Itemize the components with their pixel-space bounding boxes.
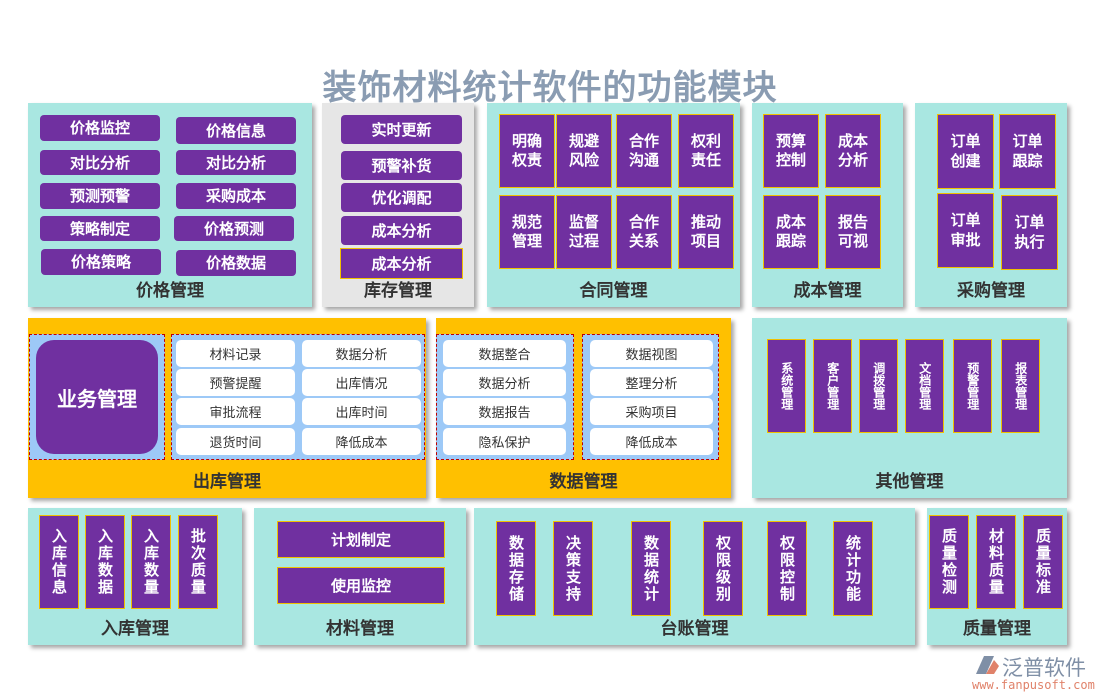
data-item-button[interactable]: 数据整合: [443, 340, 566, 367]
ledger-item-button[interactable]: 统计功能: [834, 522, 872, 615]
cost-item-button[interactable]: 成本跟踪: [764, 196, 818, 268]
material-item-button[interactable]: 计划制定: [278, 522, 444, 557]
price-item-button[interactable]: 采购成本: [176, 183, 296, 209]
ledger-item-button[interactable]: 权限级别: [704, 522, 742, 615]
logo: 泛普软件 www.fanpusoft.com: [972, 652, 1097, 697]
data-item-button[interactable]: 降低成本: [590, 428, 713, 455]
ledger-item-button[interactable]: 数据存储: [497, 522, 535, 615]
price-item-button[interactable]: 价格预测: [174, 216, 294, 241]
ledger-item-button[interactable]: 权限控制: [768, 522, 806, 615]
quality-item-button[interactable]: 质量检测: [930, 516, 968, 608]
business-management-button[interactable]: 业务管理: [36, 340, 158, 454]
contract-item-button[interactable]: 权利责任: [679, 115, 733, 187]
cost-item-button[interactable]: 成本分析: [826, 115, 880, 187]
quality-item-button[interactable]: 材料质量: [977, 516, 1015, 608]
price-item-button[interactable]: 价格信息: [176, 117, 296, 144]
panel-title: 出库管理: [193, 472, 261, 492]
page-title: 装饰材料统计软件的功能模块: [322, 68, 778, 108]
purchase-item-button[interactable]: 订单跟踪: [1000, 115, 1055, 188]
data-item-button[interactable]: 数据视图: [590, 340, 713, 367]
inventory-item-button[interactable]: 优化调配: [341, 183, 462, 212]
logo-icon: [976, 656, 999, 674]
price-item-button[interactable]: 策略制定: [40, 216, 160, 241]
inventory-item-button[interactable]: 预警补货: [341, 151, 462, 180]
other-item-button[interactable]: 系统管理: [768, 340, 805, 432]
cost-item-button[interactable]: 预算控制: [764, 115, 818, 187]
inbound-item-button[interactable]: 批次质量: [179, 516, 217, 608]
price-item-button[interactable]: 预测预警: [40, 183, 160, 209]
outbound-item-button[interactable]: 出库时间: [302, 398, 421, 425]
logo-name: 泛普软件: [1002, 656, 1086, 680]
purchase-item-button[interactable]: 订单创建: [938, 115, 993, 188]
price-item-button[interactable]: 价格策略: [41, 249, 161, 275]
outbound-item-button[interactable]: 数据分析: [302, 340, 421, 367]
price-item-button[interactable]: 价格数据: [176, 250, 296, 276]
contract-item-button[interactable]: 监督过程: [557, 196, 611, 268]
logo-url: www.fanpusoft.com: [972, 678, 1095, 692]
contract-item-button[interactable]: 推动项目: [679, 196, 733, 268]
panel-title: 价格管理: [136, 281, 204, 301]
other-item-button[interactable]: 客户管理: [814, 340, 851, 432]
contract-item-button[interactable]: 规避风险: [557, 115, 611, 187]
inventory-item-button[interactable]: 实时更新: [341, 115, 462, 144]
panel-title: 采购管理: [957, 281, 1025, 301]
data-item-button[interactable]: 数据分析: [443, 369, 566, 396]
material-item-button[interactable]: 使用监控: [278, 568, 444, 603]
panel-title: 成本管理: [793, 281, 862, 301]
outbound-item-button[interactable]: 退货时间: [176, 428, 295, 455]
ledger-item-button[interactable]: 决策支持: [554, 522, 592, 615]
panel-title: 其他管理: [875, 472, 944, 492]
other-item-button[interactable]: 预警管理: [954, 340, 991, 432]
panel-title: 合同管理: [579, 281, 648, 301]
outbound-item-button[interactable]: 材料记录: [176, 340, 295, 367]
data-item-button[interactable]: 整理分析: [590, 369, 713, 396]
panel-title: 质量管理: [963, 619, 1031, 639]
panel-title: 材料管理: [326, 619, 394, 639]
quality-item-button[interactable]: 质量标准: [1024, 516, 1062, 608]
other-item-button[interactable]: 报表管理: [1002, 340, 1039, 432]
ledger-item-button[interactable]: 数据统计: [632, 522, 670, 615]
price-item-button[interactable]: 对比分析: [176, 150, 296, 175]
inbound-item-button[interactable]: 入库数量: [132, 516, 170, 608]
price-item-button[interactable]: 价格监控: [40, 115, 160, 141]
other-item-button[interactable]: 文档管理: [906, 340, 943, 432]
contract-item-button[interactable]: 规范管理: [500, 196, 554, 268]
contract-item-button[interactable]: 合作沟通: [617, 115, 671, 187]
inventory-item-button[interactable]: 成本分析: [341, 216, 462, 245]
contract-item-button[interactable]: 合作关系: [617, 196, 671, 268]
panel-title: 入库管理: [101, 619, 169, 639]
data-item-button[interactable]: 采购项目: [590, 398, 713, 425]
price-item-button[interactable]: 对比分析: [40, 150, 160, 175]
cost-item-button[interactable]: 报告可视: [826, 196, 880, 268]
panel-title: 库存管理: [364, 281, 432, 301]
panel-title: 数据管理: [549, 472, 618, 492]
inbound-item-button[interactable]: 入库数据: [86, 516, 124, 608]
inventory-item-button[interactable]: 成本分析: [341, 249, 462, 278]
panel-title: 台账管理: [660, 619, 729, 639]
other-item-button[interactable]: 调拨管理: [860, 340, 897, 432]
outbound-item-button[interactable]: 审批流程: [176, 398, 295, 425]
contract-item-button[interactable]: 明确权责: [500, 115, 554, 187]
data-item-button[interactable]: 隐私保护: [443, 428, 566, 455]
inbound-item-button[interactable]: 入库信息: [40, 516, 78, 608]
purchase-item-button[interactable]: 订单执行: [1002, 196, 1057, 269]
outbound-item-button[interactable]: 预警提醒: [176, 369, 295, 396]
outbound-item-button[interactable]: 降低成本: [302, 428, 421, 455]
purchase-item-button[interactable]: 订单审批: [938, 194, 993, 267]
data-item-button[interactable]: 数据报告: [443, 398, 566, 425]
outbound-item-button[interactable]: 出库情况: [302, 369, 421, 396]
